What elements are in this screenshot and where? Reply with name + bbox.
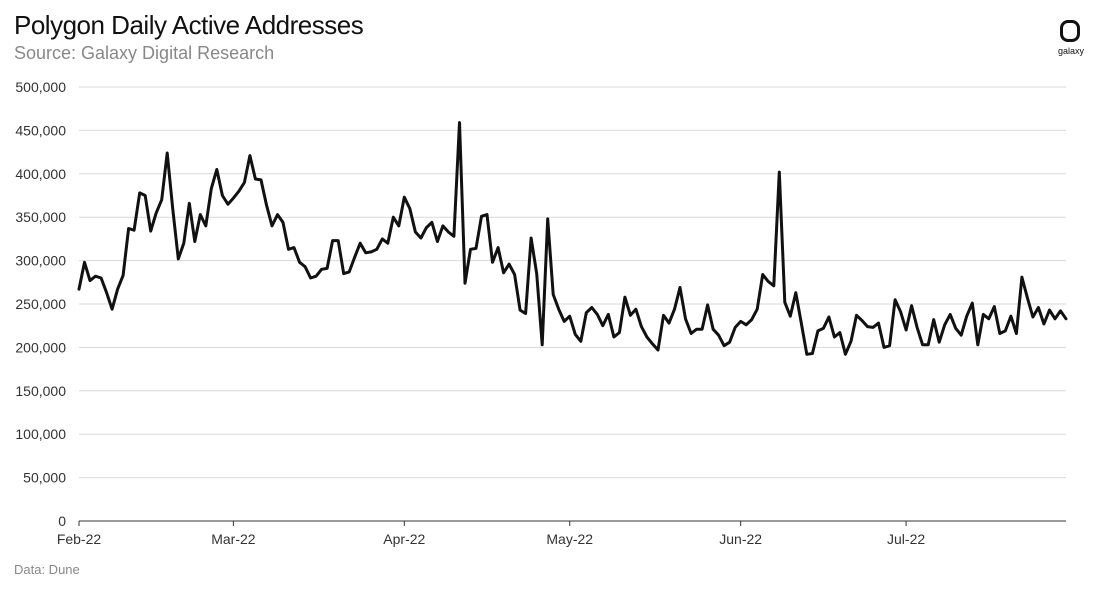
- galaxy-logo-icon: [1060, 20, 1080, 42]
- x-tick-label: Mar-22: [211, 531, 256, 547]
- y-tick-label: 0: [58, 513, 66, 529]
- y-tick-label: 450,000: [15, 122, 66, 138]
- y-tick-label: 300,000: [15, 253, 66, 269]
- gridlines: [79, 86, 1066, 479]
- y-tick-label: 500,000: [15, 79, 66, 95]
- y-tick-label: 150,000: [15, 383, 66, 399]
- chart-subtitle: Source: Galaxy Digital Research: [14, 43, 275, 63]
- x-tick-label: Apr-22: [383, 531, 425, 547]
- x-tick-label: May-22: [546, 531, 593, 547]
- y-tick-label: 100,000: [15, 426, 66, 442]
- y-tick-label: 50,000: [23, 470, 66, 486]
- x-axis: Feb-22 Mar-22 Apr-22 May-22 Jun-22 Jul-22: [57, 520, 1066, 547]
- x-tick-label: Jun-22: [719, 531, 762, 547]
- chart-title: Polygon Daily Active Addresses: [14, 10, 364, 40]
- y-axis-labels: 0 50,000 100,000 150,000 200,000 250,000 300,0…: [15, 79, 66, 529]
- data-source-note: Data: Dune: [14, 562, 80, 577]
- y-tick-label: 400,000: [15, 166, 66, 182]
- series-group: [77, 121, 1068, 356]
- y-tick-label: 200,000: [15, 339, 66, 355]
- galaxy-logo: galaxy: [1054, 18, 1088, 62]
- logo-text: galaxy: [1057, 46, 1084, 56]
- x-tick-label: Jul-22: [887, 531, 925, 547]
- series-line: [77, 121, 1068, 356]
- y-tick-label: 350,000: [15, 209, 66, 225]
- x-tick-label: Feb-22: [57, 531, 102, 547]
- y-tick-label: 250,000: [15, 296, 66, 312]
